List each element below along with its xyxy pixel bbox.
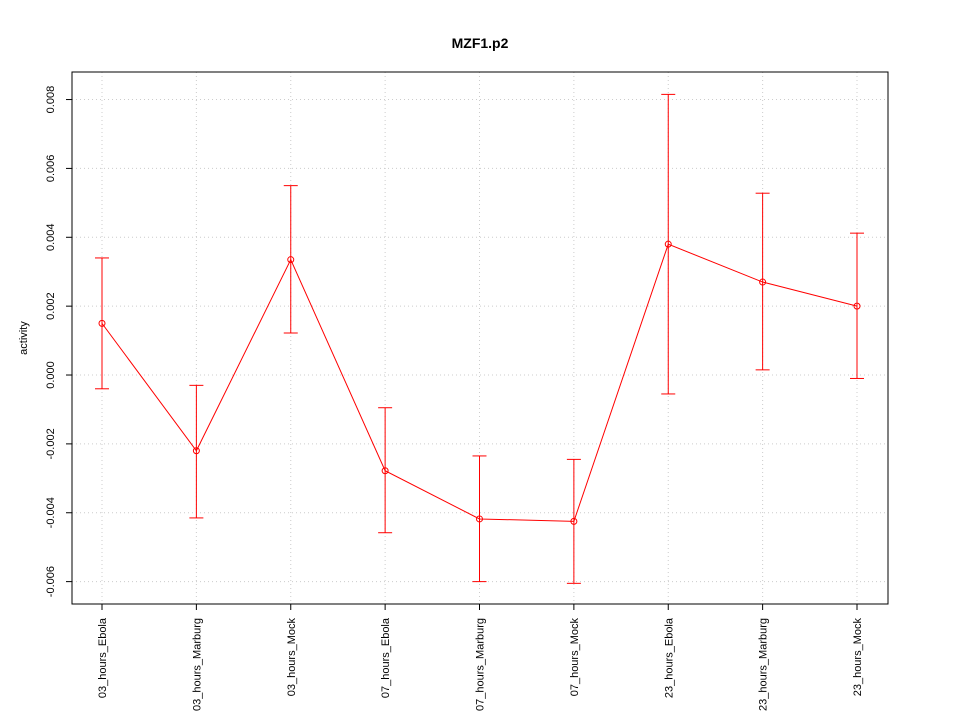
x-tick-label: 23_hours_Marburg xyxy=(758,618,770,711)
x-tick-label: 03_hours_Marburg xyxy=(191,618,203,711)
data-point xyxy=(98,319,106,327)
x-tick-label: 03_hours_Mock xyxy=(286,618,298,697)
y-axis: -0.006 -0.004 -0.002 0.000 0.002 0.004 0.006 0.… xyxy=(45,86,72,597)
data-point xyxy=(381,467,389,475)
y-tick-label: 0.002 xyxy=(45,292,57,320)
x-axis: 03_hours_Ebola 03_hours_Marburg 03_hours_M… xyxy=(97,604,864,711)
x-tick-label: 03_hours_Ebola xyxy=(97,617,109,698)
data-point xyxy=(664,240,672,248)
error-bars xyxy=(95,93,864,584)
x-tick-label: 07_hours_Marburg xyxy=(475,618,487,711)
y-tick-label: -0.002 xyxy=(45,428,57,459)
y-tick-label: 0.004 xyxy=(45,224,57,252)
x-tick-label: 23_hours_Mock xyxy=(852,618,864,697)
data-points xyxy=(98,240,861,525)
x-tick-label: 07_hours_Ebola xyxy=(380,617,392,698)
y-axis-label: activity xyxy=(18,321,30,355)
data-point xyxy=(287,256,295,264)
series-line xyxy=(101,243,858,522)
y-tick-label: 0.000 xyxy=(45,361,57,389)
data-point xyxy=(476,515,483,523)
y-tick-label: -0.004 xyxy=(45,497,57,528)
x-tick-label: 23_hours_Ebola xyxy=(663,617,675,698)
y-tick-label: 0.006 xyxy=(45,155,57,183)
y-tick-label: -0.006 xyxy=(45,566,57,597)
data-point xyxy=(570,517,578,525)
data-point xyxy=(192,447,200,455)
data-point xyxy=(759,278,767,286)
chart-title: MZF1.p2 xyxy=(452,35,509,51)
data-point xyxy=(853,302,861,310)
x-tick-label: 07_hours_Mock xyxy=(569,618,581,697)
y-tick-label: 0.008 xyxy=(45,86,57,114)
